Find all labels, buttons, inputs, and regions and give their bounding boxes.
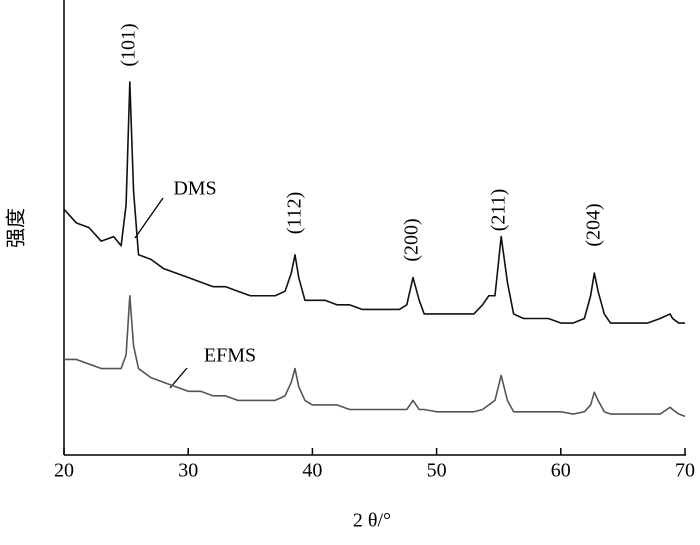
series-line xyxy=(63,81,685,324)
peak-label: (101) xyxy=(118,23,140,66)
peak-label: (211) xyxy=(488,189,510,232)
series-line xyxy=(64,294,686,418)
peak-label: (200) xyxy=(401,218,423,261)
x-axis-label: 2 θ/° xyxy=(353,510,391,532)
x-tick-label: 40 xyxy=(302,460,322,482)
series-label: DMS xyxy=(173,178,216,200)
x-tick-label: 20 xyxy=(54,460,74,482)
x-tick-label: 30 xyxy=(178,460,198,482)
peak-label: (112) xyxy=(284,192,306,235)
y-axis-label: 强度 xyxy=(5,208,28,248)
leader-line xyxy=(169,367,188,389)
series-label: EFMS xyxy=(204,345,256,367)
x-tick-label: 60 xyxy=(551,460,571,482)
leader-line xyxy=(134,197,164,239)
x-tick-label: 70 xyxy=(675,460,695,482)
peak-label: (204) xyxy=(583,203,605,246)
x-tick-label: 50 xyxy=(427,460,447,482)
